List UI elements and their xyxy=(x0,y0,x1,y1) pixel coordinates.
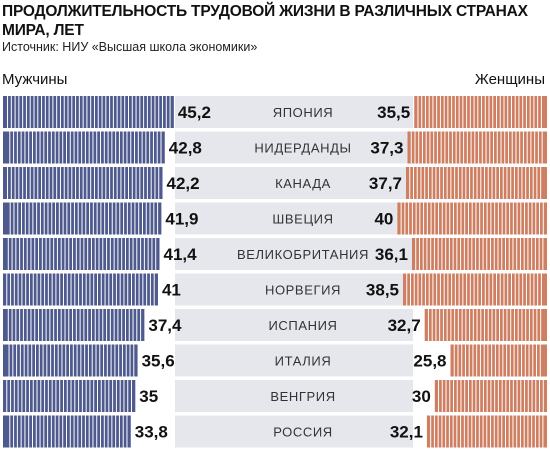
women-bar-dividers xyxy=(417,96,542,128)
row-band xyxy=(175,415,413,448)
row-band xyxy=(175,131,413,164)
country-label: ВЕНГРИЯ xyxy=(270,389,335,404)
men-bar-dividers xyxy=(7,309,142,341)
men-value-label: 37,4 xyxy=(148,316,182,335)
men-bar xyxy=(3,309,145,341)
row-band xyxy=(175,238,413,270)
women-bar xyxy=(403,273,547,306)
women-value-label: 38,5 xyxy=(366,281,399,300)
men-bar xyxy=(3,344,138,377)
women-value-label: 25,8 xyxy=(413,352,446,371)
women-bar-dividers xyxy=(427,309,542,341)
row-band xyxy=(175,380,413,412)
men-bar-dividers xyxy=(9,202,159,235)
women-bar-dividers xyxy=(410,131,543,164)
women-value-label: 37,3 xyxy=(370,139,403,158)
women-bar-dividers xyxy=(453,344,541,377)
men-value-label: 45,2 xyxy=(178,103,211,122)
women-bar-dividers xyxy=(438,380,544,412)
men-value-label: 41,9 xyxy=(165,210,198,229)
women-bar-dividers xyxy=(430,415,544,448)
women-bar xyxy=(407,131,547,164)
row-band xyxy=(175,309,413,341)
men-bar-dividers xyxy=(9,415,128,448)
women-value-label: 36,1 xyxy=(375,245,408,264)
country-label: ИТАЛИЯ xyxy=(275,354,332,369)
women-value-label: 32,7 xyxy=(388,316,421,335)
chart-title: ПРОДОЛЖИТЕЛЬНОСТЬ ТРУДОВОЙ ЖИЗНИ В РАЗЛИ… xyxy=(2,3,528,39)
women-bars xyxy=(397,96,547,448)
country-label: ИСПАНИЯ xyxy=(268,318,337,333)
women-bar xyxy=(414,96,547,128)
men-bar-dividers xyxy=(7,238,157,270)
row-band xyxy=(175,96,413,128)
men-value-label: 35,6 xyxy=(142,352,175,371)
men-bar xyxy=(3,238,160,270)
legend-men: Мужчины xyxy=(2,71,68,88)
men-value-label: 41,4 xyxy=(163,245,197,264)
women-value-label: 30 xyxy=(412,387,431,406)
women-bar xyxy=(406,167,547,199)
women-value-label: 32,1 xyxy=(390,423,423,442)
country-label: ВЕЛИКОБРИТАНИЯ xyxy=(237,247,369,262)
women-bar-dividers xyxy=(415,238,544,270)
women-bar xyxy=(424,309,547,341)
men-value-label: 35 xyxy=(139,387,158,406)
men-value-label: 42,8 xyxy=(169,139,202,158)
women-value-label: 40 xyxy=(374,210,393,229)
men-bar-dividers xyxy=(7,96,171,128)
women-bar-dividers xyxy=(400,202,544,235)
men-bar xyxy=(3,131,165,164)
country-label: НИДЕРДАНДЫ xyxy=(254,141,351,156)
legend-women: Женщины xyxy=(474,71,545,88)
women-bar-dividers xyxy=(409,167,542,199)
men-bar-dividers xyxy=(6,273,155,306)
men-bar-dividers xyxy=(6,380,133,412)
women-value-label: 37,7 xyxy=(369,174,402,193)
men-bar-dividers xyxy=(8,344,135,377)
men-bar xyxy=(3,273,158,306)
men-value-label: 42,2 xyxy=(167,174,200,193)
country-label: КАНАДА xyxy=(275,176,331,191)
row-band xyxy=(175,167,413,199)
row-band xyxy=(175,344,413,377)
country-label: ЯПОНИЯ xyxy=(273,105,334,120)
men-bars xyxy=(3,96,174,448)
men-value-label: 41 xyxy=(162,281,181,300)
men-bar-dividers xyxy=(7,167,160,199)
country-label: ШВЕЦИЯ xyxy=(272,212,333,227)
row-band xyxy=(175,202,413,235)
chart-source: Источник: НИУ «Высшая школа экономики» xyxy=(2,40,258,54)
labels-layer: 45,2 35,5 ЯПОНИЯ 42,8 37,3 НИДЕРДАНДЫ 42,2 37,7… xyxy=(135,103,447,442)
women-bar-dividers xyxy=(406,273,542,306)
men-bar-dividers xyxy=(9,131,162,164)
country-label: РОССИЯ xyxy=(273,425,333,440)
women-value-label: 35,5 xyxy=(377,103,410,122)
country-label: НОРВЕГИЯ xyxy=(265,283,341,298)
row-bands xyxy=(175,96,413,448)
men-bar xyxy=(3,380,136,412)
men-value-label: 33,8 xyxy=(135,423,168,442)
row-band xyxy=(175,273,413,306)
men-bar xyxy=(3,96,174,128)
